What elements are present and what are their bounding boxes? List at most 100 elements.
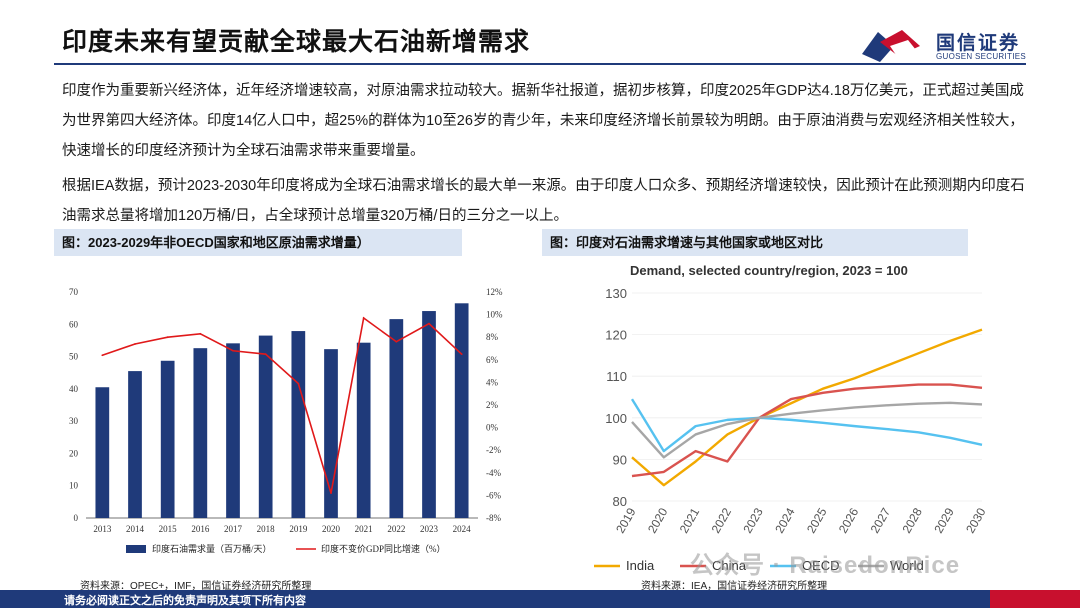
chart2-x-tick-label: 2025 [804, 505, 830, 535]
chart1-gdp-point [166, 336, 169, 339]
chart1-bar [160, 360, 175, 518]
chart1-x-tick-label: 2021 [355, 524, 373, 534]
chart2-x-tick-label: 2020 [645, 505, 671, 535]
chart1-bar [454, 303, 469, 518]
chart2-line-india [631, 328, 983, 487]
logo-text-cn: 国信证券 [936, 33, 1021, 54]
chart2-x-tick-label: 2029 [931, 505, 957, 535]
chart1-gdp-point [134, 343, 136, 345]
chart1-right-tick-label: 10% [486, 310, 503, 320]
footer-accent [990, 590, 1080, 608]
chart2-x-tick-label: 2028 [899, 505, 925, 535]
chart1-x-tick-label: 2019 [289, 524, 308, 534]
chart1-left-tick-label: 70 [69, 287, 79, 297]
chart1-x-tick-label: 2023 [420, 524, 439, 534]
guosen-logo [862, 30, 920, 62]
chart2-demand-lines: Demand, selected country/region, 2023 = … [594, 263, 989, 573]
chart1-right-tick-label: 2% [486, 400, 499, 410]
chart2-x-tick-label: 2022 [709, 505, 735, 535]
chart1-bar [291, 331, 306, 518]
chart1-right-tick-label: 6% [486, 355, 499, 365]
logo-white-mark [890, 40, 916, 58]
chart1-legend-bar-label: 印度石油需求量（百万桶/天） [152, 543, 272, 554]
figure1-source: 资料来源：OPEC+，IMF，国信证券经济研究所整理 [80, 581, 312, 592]
chart1-x-tick-label: 2015 [159, 524, 178, 534]
chart1-left-tick-label: 40 [69, 384, 79, 394]
chart2-x-tick-label: 2019 [613, 505, 639, 535]
chart1-gdp-point [460, 353, 463, 356]
chart2-y-tick-label: 110 [606, 369, 627, 384]
chart1-right-tick-label: -8% [486, 513, 501, 523]
watermark-text: 公众号 · RaisedonRice [690, 552, 961, 579]
chart1-bar [95, 387, 110, 518]
chart1-x-tick-label: 2016 [191, 524, 210, 534]
chart1-gdp-point [297, 382, 300, 385]
chart1-bar [356, 342, 371, 518]
chart2-y-tick-label: 80 [613, 494, 627, 509]
chart1-gdp-point [362, 317, 365, 319]
paragraph-1: 印度作为重要新兴经济体，近年经济增速较高，对原油需求拉动较大。据新华社报道，据初… [62, 83, 1024, 159]
chart1-bar [128, 371, 142, 518]
chart1-x-tick-label: 2018 [257, 524, 276, 534]
chart2-x-tick-label: 2023 [740, 505, 766, 535]
figure2-source: 资料来源：IEA，国信证券经济研究所整理 [641, 581, 828, 592]
chart2-y-tick-label: 90 [613, 452, 627, 467]
chart1-left-tick-label: 0 [74, 513, 79, 523]
chart2-x-tick-label: 2027 [868, 505, 894, 535]
chart1-left-tick-label: 10 [69, 481, 79, 491]
chart1-gdp-point [395, 340, 398, 343]
chart2-x-tick-label: 2030 [963, 505, 989, 535]
chart1-bar [226, 343, 240, 518]
page-title: 印度未来有望贡献全球最大石油新增需求 [62, 28, 531, 56]
chart1-left-tick-label: 30 [69, 416, 79, 426]
chart1-gdp-point [101, 354, 104, 357]
chart1-right-tick-label: -4% [486, 468, 501, 478]
chart2-line-china [631, 383, 983, 478]
chart2-x-tick-label: 2024 [772, 505, 798, 535]
chart1-gdp-point [264, 353, 267, 356]
chart1-x-tick-label: 2013 [93, 524, 112, 534]
chart1-x-tick-label: 2024 [453, 524, 472, 534]
chart1-right-tick-label: 8% [486, 332, 499, 342]
title-divider [54, 63, 1026, 65]
paragraph-2: 根据IEA数据，预计2023-2030年印度将成为全球石油需求增长的最大单一来源… [62, 178, 1025, 224]
chart1-bar [258, 335, 273, 518]
chart2-y-tick-label: 120 [605, 328, 627, 343]
chart1-bar [193, 348, 208, 518]
chart1-x-tick-label: 2022 [387, 524, 405, 534]
chart1-legend-bar-swatch [126, 545, 146, 553]
chart1-left-tick-label: 50 [69, 352, 79, 362]
chart1-x-tick-label: 2014 [126, 524, 145, 534]
chart1-gdp-point [428, 322, 430, 325]
chart1-right-tick-label: -2% [486, 445, 501, 455]
chart1-gdp-point [199, 332, 202, 335]
footer-disclaimer: 请务必阅读正文之后的免责声明及其项下所有内容 [64, 595, 306, 607]
figure2-caption: 图：印度对石油需求增速与其他国家或地区对比 [542, 229, 968, 256]
footer-bar: 请务必阅读正文之后的免责声明及其项下所有内容 [0, 590, 1080, 608]
chart1-gdp-point [330, 492, 332, 495]
chart2-x-tick-label: 2021 [677, 505, 703, 535]
chart1-right-tick-label: 12% [486, 287, 503, 297]
chart2-y-tick-label: 130 [605, 286, 627, 301]
chart2-legend-label: World [890, 558, 924, 573]
chart1-left-tick-label: 60 [69, 319, 79, 329]
chart1-right-tick-label: 4% [486, 377, 499, 387]
chart2-legend-label: India [626, 558, 655, 573]
chart1-gdp-point [232, 349, 234, 352]
chart1-bar-line: 0 10 20 30 40 50 60 70 -8% -6% -4% -2% 0% 2% 4% 6% 8% 10%… [69, 287, 503, 554]
logo-text-en: GUOSEN SECURITIES [936, 52, 1027, 61]
chart2-line-world [631, 401, 983, 459]
chart2-legend-label: China [712, 558, 747, 573]
chart1-right-tick-label: 0% [486, 423, 499, 433]
figure1-caption: 图：2023-2029年非OECD国家和地区原油需求增量） [54, 229, 462, 256]
chart2-line-oecd [630, 398, 983, 453]
chart1-legend-line-label: 印度不变价GDP同比增速（%） [321, 543, 446, 554]
chart2-y-tick-label: 100 [605, 411, 627, 426]
chart1-bar [389, 319, 404, 518]
chart2-x-tick-label: 2026 [836, 505, 862, 535]
chart1-bar [422, 311, 436, 518]
chart2-title: Demand, selected country/region, 2023 = … [630, 263, 908, 278]
chart1-gdp-line [102, 316, 463, 494]
chart1-x-tick-label: 2020 [322, 524, 341, 534]
chart2-legend-label: OECD [802, 558, 840, 573]
